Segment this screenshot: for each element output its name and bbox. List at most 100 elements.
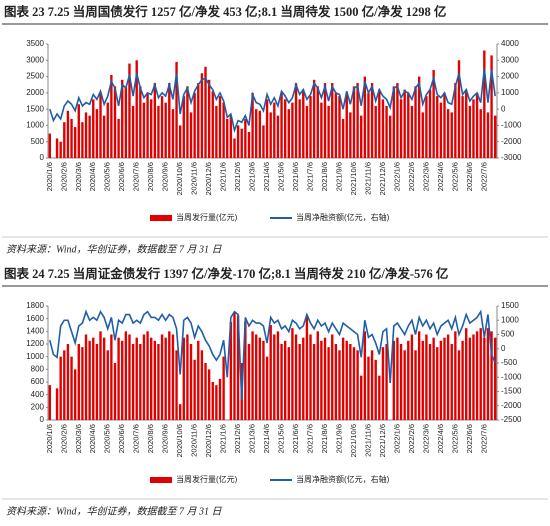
bar — [414, 350, 417, 420]
bar — [95, 344, 99, 420]
bar — [396, 337, 399, 420]
bar — [374, 359, 377, 420]
bar — [399, 344, 403, 420]
y2-tick-label: -1000 — [501, 121, 522, 130]
y2-tick-label: -3000 — [501, 153, 522, 162]
bar — [294, 83, 298, 158]
bar — [439, 102, 443, 158]
bar — [73, 369, 77, 420]
bar — [407, 340, 410, 420]
bar — [222, 102, 225, 158]
bar — [349, 112, 352, 158]
bar — [385, 344, 388, 420]
bar — [341, 118, 345, 158]
bar — [309, 96, 312, 158]
bar — [247, 131, 251, 158]
x-tick-label: 2021/8/6 — [320, 162, 329, 191]
bar — [244, 118, 247, 158]
bar — [381, 99, 385, 158]
legend-swatch — [150, 215, 172, 221]
bar — [294, 334, 298, 420]
bar — [468, 337, 472, 420]
bar — [399, 99, 403, 158]
bar — [490, 55, 493, 158]
bar — [421, 112, 424, 158]
bar — [341, 337, 345, 420]
bar — [171, 334, 175, 420]
bar — [287, 109, 290, 158]
bar — [135, 337, 138, 420]
bar — [305, 315, 309, 420]
bar — [117, 118, 120, 158]
x-tick-label: 2020/4/6 — [88, 424, 97, 453]
bar — [360, 375, 363, 420]
bar — [182, 337, 185, 420]
x-tick-label: 2020/8/6 — [146, 424, 155, 453]
bar — [70, 118, 73, 158]
bar — [168, 331, 171, 420]
legend-label: 当周发行量(亿元) — [176, 212, 238, 222]
bar — [197, 83, 200, 158]
y2-tick-label: -2500 — [501, 415, 522, 424]
bar — [323, 83, 327, 158]
x-tick-label: 2022/6/6 — [465, 424, 474, 453]
bar — [327, 105, 330, 158]
bar — [218, 96, 222, 158]
bar — [63, 122, 66, 158]
bar — [222, 356, 225, 420]
x-tick-label: 2020/11/6 — [190, 162, 199, 195]
bar — [417, 76, 421, 158]
bar — [280, 92, 283, 158]
x-tick-label: 2020/1/6 — [45, 424, 54, 453]
y-tick-label: 500 — [31, 137, 45, 146]
bar — [352, 347, 356, 420]
chart-title: 图表 24 7.25 当周证金债发行 1397 亿/净发-170 亿;8.1 当… — [4, 266, 448, 281]
x-tick-label: 2020/8/6 — [146, 162, 155, 191]
bar — [81, 122, 84, 158]
y2-tick-label: 1000 — [501, 315, 519, 324]
bar — [164, 102, 167, 158]
bar — [84, 112, 88, 158]
bar — [472, 99, 475, 158]
bar — [483, 50, 486, 159]
bar — [207, 79, 211, 158]
x-tick-label: 2021/7/6 — [306, 424, 315, 453]
bar — [363, 76, 367, 158]
x-tick-label: 2021/1/6 — [219, 162, 228, 191]
bar — [443, 337, 446, 420]
bar — [193, 359, 196, 420]
bar — [370, 350, 374, 420]
x-tick-label: 2020/1/6 — [45, 162, 54, 191]
bar — [59, 141, 62, 158]
bar — [240, 128, 243, 158]
bar — [454, 331, 457, 420]
bar — [483, 337, 486, 420]
y2-tick-label: 500 — [501, 330, 515, 339]
bar — [121, 79, 124, 158]
bar — [312, 344, 316, 420]
bar — [153, 83, 157, 158]
bar — [428, 89, 432, 158]
bar — [385, 105, 388, 158]
x-tick-label: 2020/7/6 — [132, 424, 141, 453]
bar — [128, 63, 131, 158]
bar — [472, 334, 475, 420]
bar — [428, 344, 432, 420]
bar — [392, 86, 395, 158]
bar — [388, 115, 392, 158]
bar — [417, 331, 421, 420]
bar — [320, 102, 323, 158]
bar — [265, 99, 269, 158]
bar — [258, 337, 262, 420]
bar — [117, 337, 120, 420]
bar — [276, 115, 280, 158]
x-tick-label: 2022/3/6 — [421, 162, 430, 191]
bar — [331, 83, 334, 158]
bar — [81, 347, 84, 420]
bar — [291, 328, 294, 420]
bar — [229, 115, 233, 158]
bar — [139, 86, 142, 158]
bar — [356, 350, 359, 420]
bar — [113, 363, 117, 420]
